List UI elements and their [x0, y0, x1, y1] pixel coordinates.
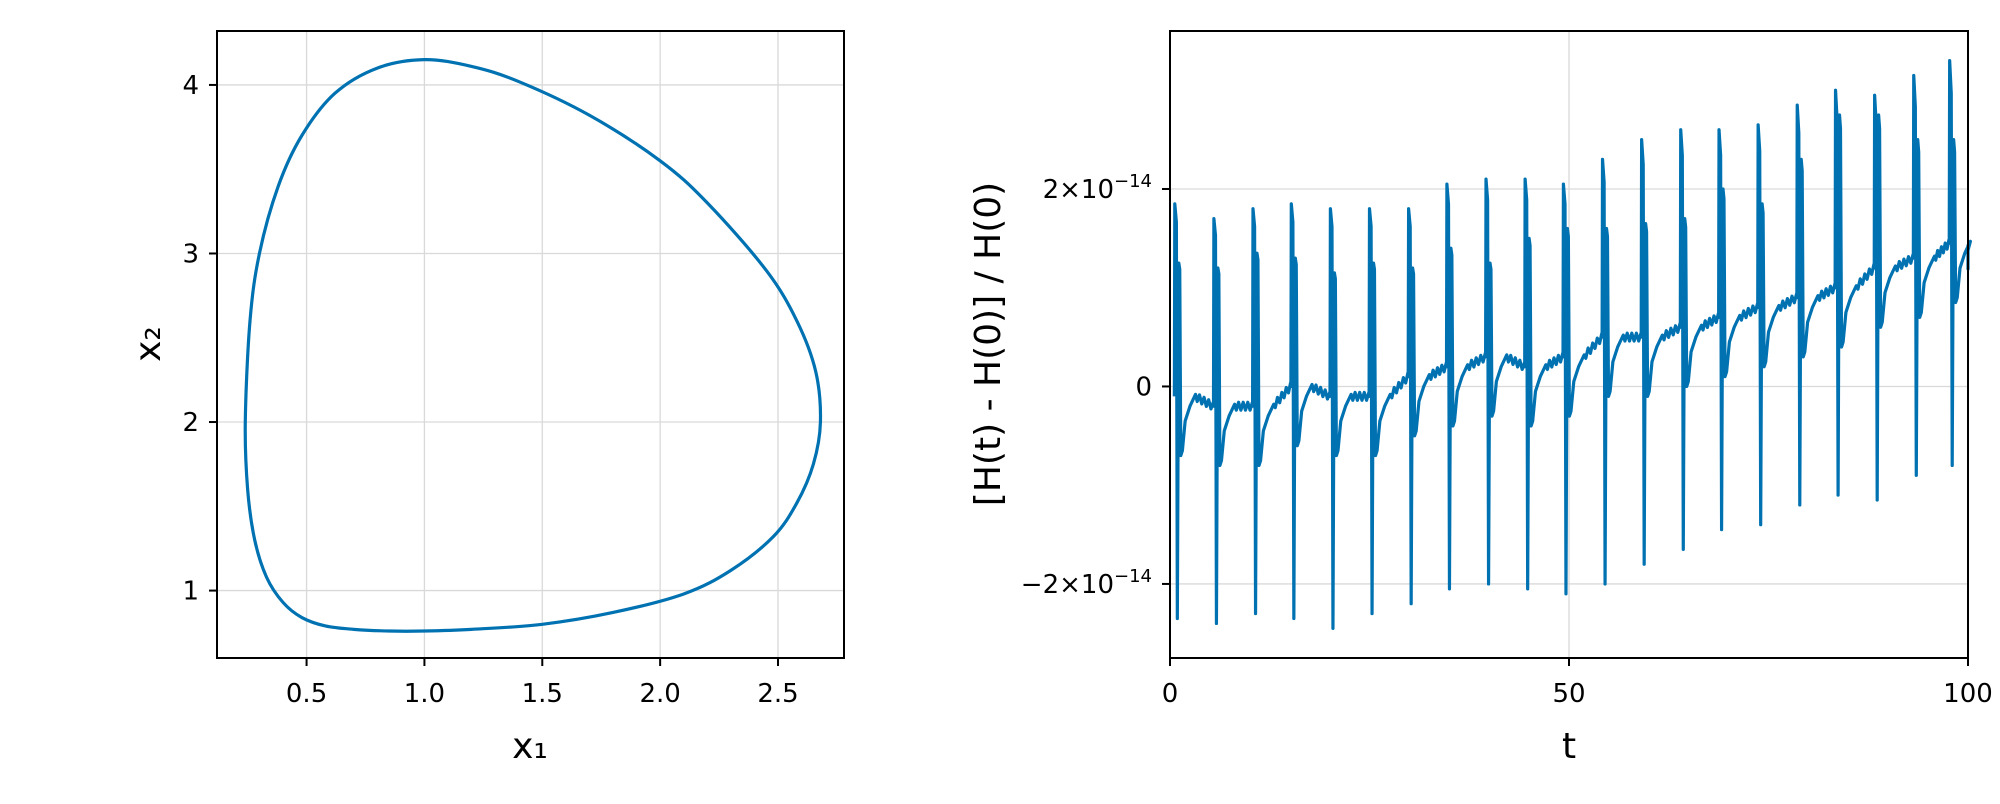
phase-portrait-x-tick-label: 2.5 [757, 679, 798, 709]
phase-portrait-grid [217, 31, 844, 658]
phase-portrait-y-tick-label: 1 [182, 577, 199, 607]
energy-error-x-tick-label: 50 [1552, 679, 1585, 709]
phase-portrait-x-tick-label: 0.5 [286, 679, 327, 709]
energy-error-panel: 0 50 100 −2×10−14 0 2×10−14 t [H(t) - H(0)] /… [968, 30, 1993, 767]
energy-error-line [1172, 59, 1972, 630]
energy-error-x-tick-label: 100 [1943, 679, 1993, 709]
energy-error-ticks: 0 50 100 −2×10−14 0 2×10−14 [1021, 171, 1993, 709]
phase-portrait-frame [216, 30, 845, 659]
phase-portrait-x-tick-label: 2.0 [639, 679, 680, 709]
phase-portrait-y-tick-label: 3 [182, 239, 199, 269]
phase-portrait-x-label: x₁ [512, 726, 548, 767]
energy-error-y-tick-label: 2×10−14 [1043, 171, 1152, 205]
energy-error-x-label: t [1562, 726, 1576, 767]
phase-portrait-ticks: 0.5 1.0 1.5 2.0 2.5 1 2 3 4 [182, 71, 798, 709]
energy-error-y-tick-label: −2×10−14 [1021, 566, 1152, 600]
energy-error-y-tick-label: 0 [1135, 372, 1152, 402]
phase-portrait-x-tick-label: 1.0 [404, 679, 445, 709]
energy-error-x-tick-label: 0 [1162, 679, 1179, 709]
phase-portrait-y-label: x₂ [128, 326, 169, 362]
phase-portrait-y-tick-label: 2 [182, 408, 199, 438]
phase-portrait-panel: 0.5 1.0 1.5 2.0 2.5 1 2 3 4 x₁ x₂ [128, 30, 845, 767]
phase-portrait-orbit-line [243, 58, 823, 633]
phase-portrait-x-tick-label: 1.5 [522, 679, 563, 709]
energy-error-y-label: [H(t) - H(0)] / H(0) [968, 182, 1009, 506]
phase-portrait-y-tick-label: 4 [182, 71, 199, 101]
